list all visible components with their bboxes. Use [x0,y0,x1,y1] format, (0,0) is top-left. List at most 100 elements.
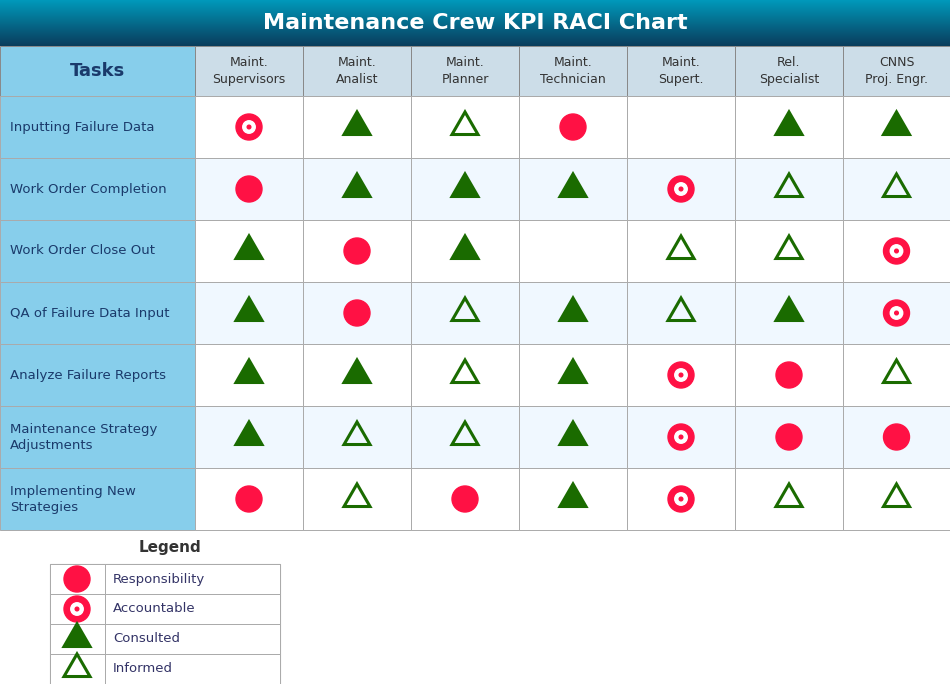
Text: Informed: Informed [113,663,173,676]
Bar [627,282,735,344]
Text: CNNS
Proj. Engr.: CNNS Proj. Engr. [865,56,928,86]
Circle shape [344,238,370,264]
Bar [735,158,843,220]
Bar [843,46,950,96]
Circle shape [679,373,683,377]
Circle shape [64,566,90,592]
Bar [411,468,519,530]
Text: Inputting Failure Data: Inputting Failure Data [10,120,155,133]
Circle shape [668,362,694,388]
Bar [303,344,411,406]
Circle shape [890,306,902,319]
Circle shape [674,183,687,195]
Circle shape [679,435,683,439]
Bar [105,594,280,624]
Text: Implementing New
Strategies: Implementing New Strategies [10,484,136,514]
Text: Legend: Legend [139,540,201,555]
Bar [519,282,627,344]
Bar [195,282,303,344]
Text: Maint.
Supervisors: Maint. Supervisors [213,56,286,86]
Text: Maint.
Planner: Maint. Planner [442,56,488,86]
Bar [519,220,627,282]
Circle shape [64,596,90,622]
Polygon shape [452,236,478,259]
Bar [411,158,519,220]
Text: Work Order Completion: Work Order Completion [10,183,166,196]
Text: Maintenance Crew KPI RACI Chart: Maintenance Crew KPI RACI Chart [263,13,687,33]
Circle shape [890,245,902,257]
Polygon shape [236,360,262,382]
Circle shape [674,492,687,505]
Circle shape [776,362,802,388]
Circle shape [236,176,262,202]
Bar [0,158,195,220]
Polygon shape [344,112,370,135]
Bar [195,46,303,96]
Bar [195,96,303,158]
Polygon shape [884,112,909,135]
Bar [519,344,627,406]
Bar [735,46,843,96]
Bar [105,564,280,594]
Polygon shape [452,174,478,196]
Bar [627,46,735,96]
Circle shape [668,176,694,202]
Bar [195,468,303,530]
Circle shape [560,114,586,140]
Bar [303,406,411,468]
Text: Maint.
Analist: Maint. Analist [335,56,378,86]
Text: Maint.
Technician: Maint. Technician [541,56,606,86]
Polygon shape [344,360,370,382]
Bar [627,406,735,468]
Circle shape [895,249,899,253]
Polygon shape [776,112,802,135]
Circle shape [674,369,687,381]
Text: QA of Failure Data Input: QA of Failure Data Input [10,306,169,319]
Bar [303,468,411,530]
Bar [843,220,950,282]
Bar [0,46,195,96]
Bar [627,220,735,282]
Polygon shape [236,236,262,259]
Polygon shape [236,298,262,321]
Bar [0,282,195,344]
Circle shape [75,607,79,611]
Polygon shape [560,174,586,196]
Circle shape [236,486,262,512]
Bar [303,46,411,96]
Bar [735,220,843,282]
Bar [411,406,519,468]
Text: Responsibility: Responsibility [113,573,205,586]
Polygon shape [344,174,370,196]
Polygon shape [560,360,586,382]
Circle shape [679,497,683,501]
Polygon shape [64,624,90,646]
Bar [843,96,950,158]
Bar [519,468,627,530]
Polygon shape [236,422,262,445]
Bar [303,158,411,220]
Polygon shape [560,484,586,507]
Text: Consulted: Consulted [113,633,180,646]
Bar [843,406,950,468]
Circle shape [236,114,262,140]
Bar [50,564,280,684]
Bar [195,406,303,468]
Bar [843,158,950,220]
Text: Rel.
Specialist: Rel. Specialist [759,56,819,86]
Circle shape [247,125,251,129]
Bar [627,96,735,158]
Polygon shape [560,422,586,445]
Bar [0,468,195,530]
Bar [735,282,843,344]
Circle shape [668,486,694,512]
Circle shape [243,121,256,133]
Bar [411,344,519,406]
Text: Accountable: Accountable [113,603,196,616]
Bar [50,624,105,654]
Circle shape [679,187,683,191]
Polygon shape [560,298,586,321]
Circle shape [776,424,802,450]
Circle shape [884,300,909,326]
Bar [50,654,105,684]
